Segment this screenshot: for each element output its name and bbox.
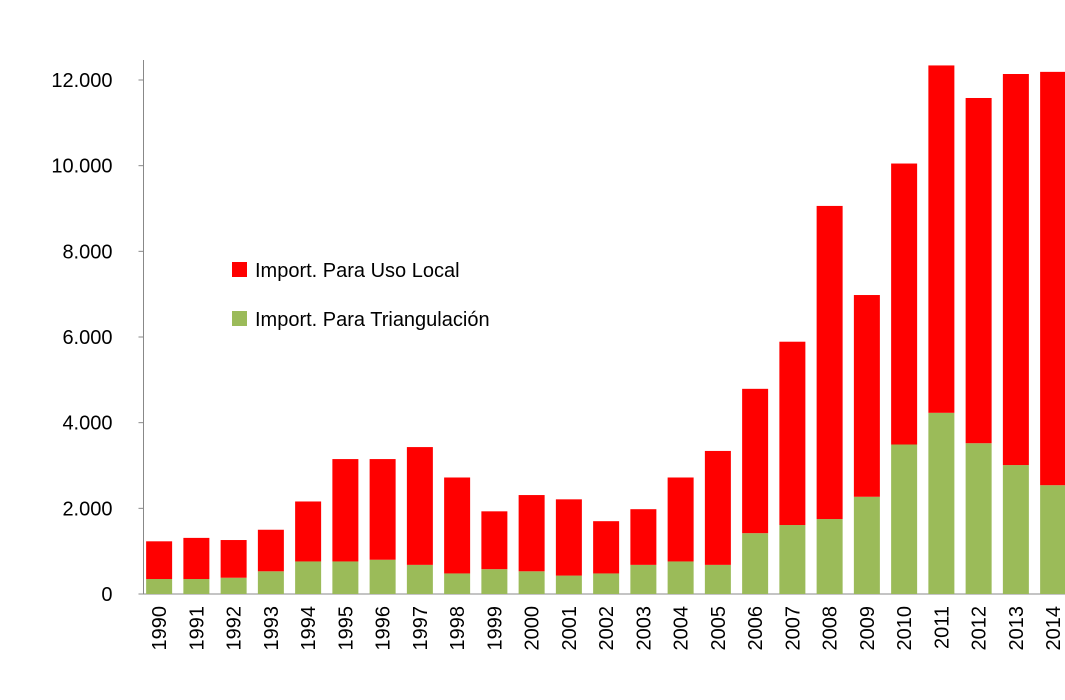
- bar-segment: [630, 564, 657, 594]
- bar-segment: [257, 571, 284, 594]
- legend-swatch: [232, 262, 247, 277]
- bar-segment: [1040, 485, 1065, 594]
- bar-segment: [779, 525, 806, 594]
- y-tick-label: 8.000: [62, 241, 112, 263]
- x-tick-label: 1996: [373, 606, 395, 651]
- bar-segment: [220, 540, 247, 578]
- legend-label: Import. Para Triangulación: [255, 309, 490, 331]
- x-tick-label: 1994: [298, 606, 320, 651]
- bar-segment: [891, 444, 918, 594]
- x-tick-label: 2014: [1043, 606, 1065, 651]
- bar-segment: [146, 579, 173, 594]
- y-tick-label: 2.000: [62, 498, 112, 520]
- bar-segment: [593, 573, 620, 594]
- bar-segment: [369, 459, 396, 560]
- bar-segment: [704, 450, 731, 565]
- bar-segment: [257, 529, 284, 572]
- x-tick-label: 1992: [224, 606, 246, 651]
- bar-segment: [816, 205, 843, 520]
- x-tick-label: 2007: [782, 606, 804, 651]
- bar-segment: [146, 541, 173, 580]
- bar-segment: [853, 295, 880, 497]
- x-tick-label: 2011: [931, 606, 953, 649]
- x-tick-label: 2008: [820, 606, 842, 651]
- bar-segment: [406, 564, 433, 594]
- x-tick-label: 1999: [484, 606, 506, 651]
- y-tick-label: 12.000: [51, 70, 112, 92]
- x-tick-label: 2013: [1006, 606, 1028, 651]
- legend-label: Import. Para Uso Local: [255, 260, 460, 282]
- bar-segment: [220, 577, 247, 594]
- bar-segment: [965, 97, 992, 444]
- bar-segment: [704, 564, 731, 594]
- x-tick-label: 1993: [261, 606, 283, 651]
- y-tick-label: 0: [101, 584, 112, 606]
- bar-segment: [183, 537, 210, 580]
- bar-segment: [332, 459, 359, 562]
- bar-segment: [1002, 74, 1029, 466]
- bar-segment: [481, 511, 508, 570]
- x-tick-label: 1997: [410, 606, 432, 651]
- bar-segment: [369, 559, 396, 594]
- y-tick-label: 4.000: [62, 413, 112, 435]
- x-tick-label: 2000: [522, 606, 544, 651]
- bar-segment: [667, 477, 694, 562]
- bar-segment: [779, 341, 806, 526]
- x-tick-label: 1995: [335, 606, 357, 651]
- x-tick-label: 2002: [596, 606, 618, 651]
- x-tick-label: 2004: [671, 606, 693, 651]
- bar-segment: [742, 388, 769, 534]
- bar-segment: [518, 495, 545, 572]
- bar-segment: [183, 579, 210, 594]
- bar-segment: [555, 499, 582, 576]
- bar-segment: [965, 443, 992, 594]
- bar-segment: [853, 496, 880, 594]
- bar-segment: [1002, 465, 1029, 594]
- bar-segment: [816, 519, 843, 594]
- bar-segment: [928, 412, 955, 594]
- x-tick-label: 2009: [857, 606, 879, 651]
- bar-segment: [406, 447, 433, 565]
- x-tick-label: 2003: [633, 606, 655, 651]
- y-tick-label: 6.000: [62, 327, 112, 349]
- bar-segment: [1040, 71, 1065, 486]
- bar-segment: [444, 477, 471, 574]
- bar-segment: [928, 65, 955, 413]
- bar-segment: [444, 573, 471, 594]
- bar-segment: [742, 533, 769, 594]
- x-tick-label: 2012: [969, 606, 991, 651]
- bar-segment: [593, 521, 620, 574]
- bar-segment: [555, 575, 582, 594]
- bar-segment: [295, 501, 322, 562]
- x-tick-label: 2001: [559, 606, 581, 651]
- x-tick-label: 1998: [447, 606, 469, 651]
- bar-segment: [667, 561, 694, 594]
- x-tick-label: 2010: [894, 606, 916, 651]
- bar-segment: [891, 163, 918, 445]
- x-tick-label: 1990: [149, 606, 171, 651]
- x-tick-label: 2006: [745, 606, 767, 651]
- bar-segment: [332, 561, 359, 594]
- bar-segment: [481, 569, 508, 594]
- bar-segment: [518, 571, 545, 594]
- legend-swatch: [232, 311, 247, 326]
- y-tick-label: 10.000: [51, 156, 112, 178]
- bar-segment: [295, 561, 322, 594]
- bar-segment: [630, 509, 657, 565]
- x-tick-label: 2005: [708, 606, 730, 651]
- x-tick-label: 1991: [186, 606, 208, 651]
